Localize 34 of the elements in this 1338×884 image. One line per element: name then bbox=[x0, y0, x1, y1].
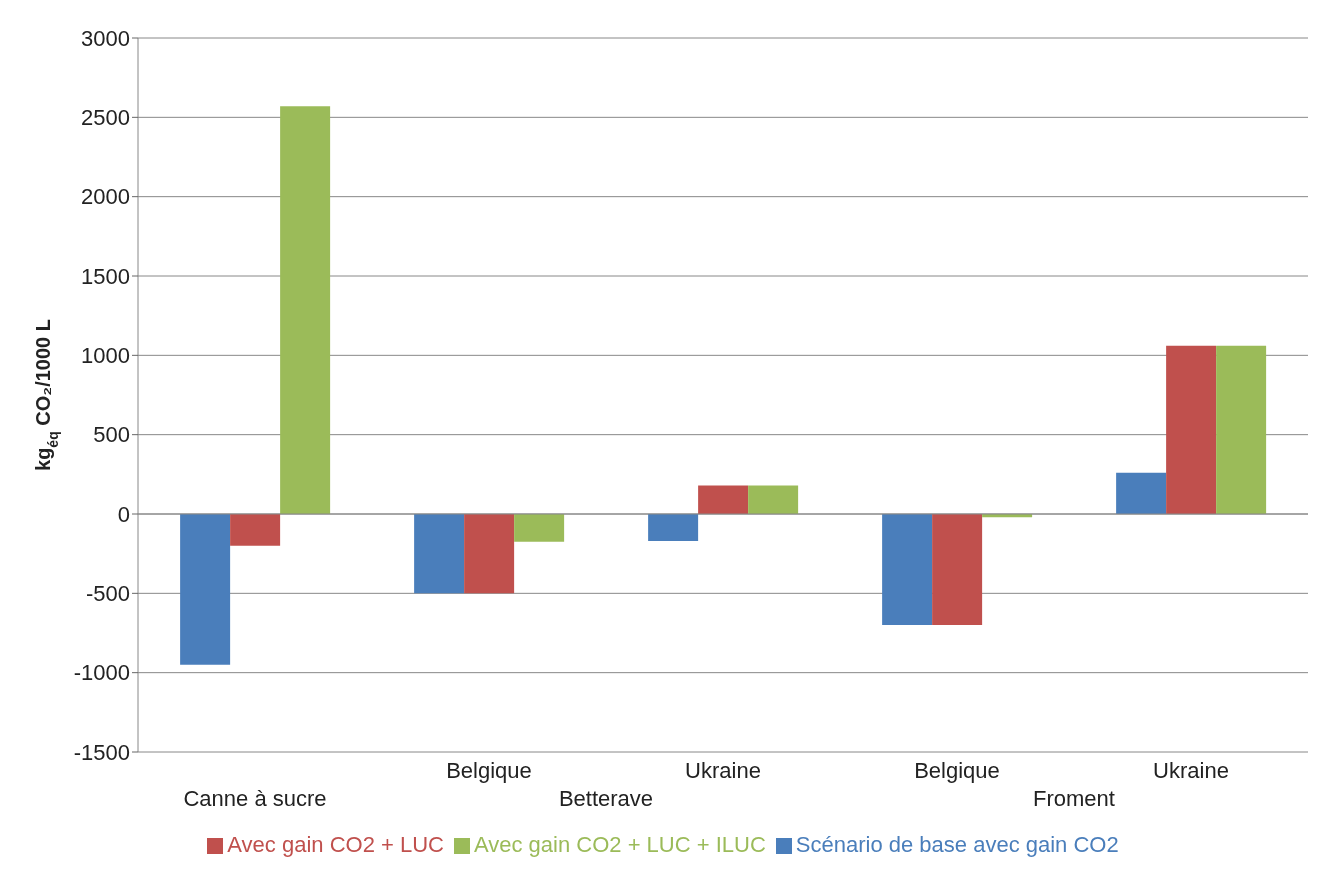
text: Betterave bbox=[558, 786, 654, 811]
y-tick-label: 2500 bbox=[81, 105, 130, 131]
bar bbox=[698, 485, 749, 514]
bar bbox=[180, 514, 231, 665]
bar bbox=[648, 514, 699, 541]
bar bbox=[748, 485, 799, 514]
x-tick-label: Belgique bbox=[446, 758, 532, 783]
bar bbox=[230, 514, 281, 546]
bar bbox=[414, 514, 465, 594]
y-tick-label: 2000 bbox=[81, 184, 130, 210]
y-tick-label: -1500 bbox=[73, 739, 130, 765]
bar bbox=[1166, 345, 1217, 514]
bar bbox=[464, 514, 515, 594]
y-tick-label: 1000 bbox=[81, 343, 130, 369]
legend-label: Avec gain CO2 + LUC + ILUC bbox=[473, 832, 766, 857]
legend-label: Scénario de base avec gain CO2 bbox=[795, 832, 1119, 857]
bar bbox=[1116, 472, 1167, 514]
bar bbox=[280, 106, 331, 514]
bar bbox=[1216, 345, 1267, 514]
x-tick-label: Ukraine bbox=[1153, 758, 1229, 783]
x-tick-label: Canne à sucre bbox=[183, 786, 327, 811]
y-tick-label: 1500 bbox=[81, 263, 130, 289]
bar bbox=[882, 514, 933, 626]
y-tick-label: 500 bbox=[93, 422, 130, 448]
x-tick-label: Ukraine bbox=[685, 758, 761, 783]
legend-label: Avec gain CO2 + LUC bbox=[227, 832, 444, 857]
y-tick-label: 3000 bbox=[81, 25, 130, 51]
bar bbox=[932, 514, 983, 626]
text: Froment bbox=[1033, 786, 1115, 811]
y-tick-label: -1000 bbox=[73, 660, 130, 686]
bar bbox=[514, 514, 565, 542]
y-tick-label: 0 bbox=[117, 501, 130, 527]
x-tick-label: Belgique bbox=[914, 758, 1000, 783]
y-tick-label: -500 bbox=[85, 581, 130, 607]
